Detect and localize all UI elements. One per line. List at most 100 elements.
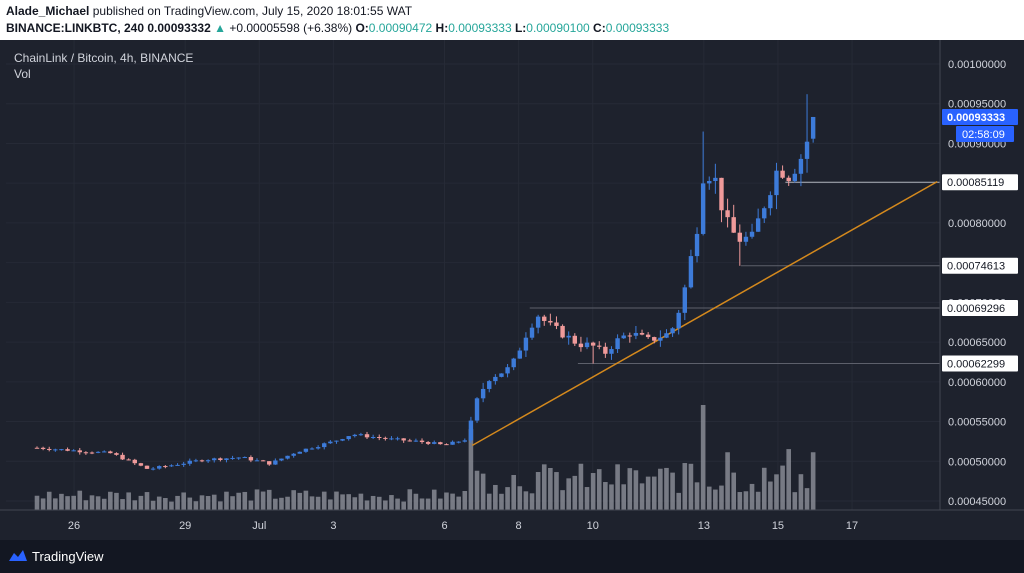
candle-body	[432, 442, 437, 444]
candle-body	[652, 337, 657, 341]
instrument-legend: ChainLink / Bitcoin, 4h, BINANCE	[14, 51, 193, 65]
candle-body	[309, 448, 315, 450]
candle-body	[548, 320, 553, 323]
candle-body	[108, 451, 113, 454]
candle-body	[236, 457, 241, 459]
volume-bar	[731, 472, 736, 510]
grid-lines	[6, 40, 940, 510]
volume-bar	[285, 496, 290, 510]
volume-bar	[59, 493, 64, 510]
volume-bar	[694, 482, 700, 510]
volume-bar	[138, 495, 144, 510]
volume-bar	[688, 463, 694, 510]
candle-body	[254, 460, 260, 462]
candle-body	[474, 398, 480, 421]
candle-body	[65, 449, 70, 451]
close-label: C:	[593, 21, 606, 35]
candle-body	[456, 441, 461, 443]
candle-body	[590, 342, 596, 346]
candle-body	[377, 436, 382, 438]
volume-bar	[431, 489, 437, 510]
volume-bar	[346, 494, 351, 510]
author-name[interactable]: Alade_Michael	[6, 4, 90, 18]
tradingview-brand[interactable]: TradingView	[32, 549, 104, 564]
volume-bar	[83, 500, 89, 510]
volume-bar	[193, 501, 199, 510]
trendline[interactable]	[471, 180, 938, 447]
volume-bar	[315, 496, 321, 510]
price-tick-label: 0.00050000	[948, 456, 1006, 468]
candle-body	[664, 333, 669, 338]
candle-body	[40, 447, 46, 449]
candle-body	[83, 452, 89, 454]
candle-body	[352, 434, 357, 437]
volume-bar	[548, 468, 553, 510]
candle-body	[786, 177, 791, 182]
volume-bar	[596, 469, 602, 510]
volume-bar	[401, 501, 406, 510]
volume-bar	[156, 496, 162, 510]
volume-bar	[768, 481, 773, 510]
level-label-box	[942, 257, 1018, 274]
volume-bar	[603, 482, 608, 510]
volume-bar	[493, 484, 498, 510]
candle-body	[322, 443, 327, 448]
candle-body	[297, 451, 302, 454]
candle-body	[584, 342, 590, 348]
up-arrow-icon: ▲	[214, 21, 226, 35]
candle-body	[603, 346, 608, 354]
horizontal-levels	[529, 181, 940, 365]
price-chart[interactable]: 0.00045000 0.00050000 0.00055000 0.00060000…	[0, 40, 1024, 540]
candle-body	[694, 233, 700, 257]
candle-body	[597, 345, 602, 347]
volume-bar	[529, 493, 535, 510]
candle-body	[438, 442, 443, 445]
volume-bar	[218, 501, 223, 510]
volume-bar	[523, 491, 529, 510]
volume-bar	[279, 497, 284, 510]
volume-bar	[309, 496, 315, 510]
candle-body	[187, 460, 192, 464]
tradingview-logo-icon	[9, 550, 27, 561]
volume-bar	[150, 500, 156, 510]
candle-body	[505, 367, 510, 374]
candle-body	[340, 439, 345, 441]
volume-bar	[486, 493, 492, 510]
volume-bar	[389, 495, 394, 510]
candle-body	[181, 463, 186, 465]
volume-bar	[780, 465, 785, 510]
volume-bar	[615, 464, 620, 510]
volume-bar	[425, 498, 431, 510]
time-tick-label: 10	[587, 520, 599, 532]
candle-body	[138, 463, 144, 466]
time-tick-label: 6	[441, 520, 447, 532]
volume-bar	[108, 491, 113, 510]
low-label: L:	[514, 21, 527, 35]
low-value: 0.00090100	[526, 21, 590, 35]
candle-body	[499, 373, 504, 377]
candle-body	[737, 232, 743, 242]
level-label-text: 0.00085119	[947, 177, 1004, 189]
time-tick-label: 29	[179, 520, 191, 532]
volume-bar	[303, 490, 309, 510]
volume-bar	[450, 493, 455, 510]
volume-bar	[713, 489, 718, 510]
countdown-text: 02:58:09	[962, 129, 1005, 141]
candle-body	[487, 381, 492, 389]
time-axis[interactable]: 26 29 Jul 3 6 8 10 13 15 17	[68, 520, 858, 532]
candle-body	[700, 183, 706, 234]
volume-bar	[609, 484, 614, 510]
level-label-text: 0.00069296	[947, 303, 1005, 315]
volume-bar	[266, 489, 272, 510]
candle-body	[707, 180, 712, 184]
candle-body	[425, 442, 431, 444]
volume-bar	[71, 495, 76, 510]
volume-bar	[114, 492, 119, 510]
candle-body	[810, 116, 816, 139]
candle-body	[480, 388, 486, 399]
candle-body	[212, 458, 217, 461]
level-label-box	[942, 174, 1018, 191]
candle-body	[157, 466, 162, 469]
volume-bar	[358, 493, 364, 510]
volume-bar	[77, 490, 83, 510]
